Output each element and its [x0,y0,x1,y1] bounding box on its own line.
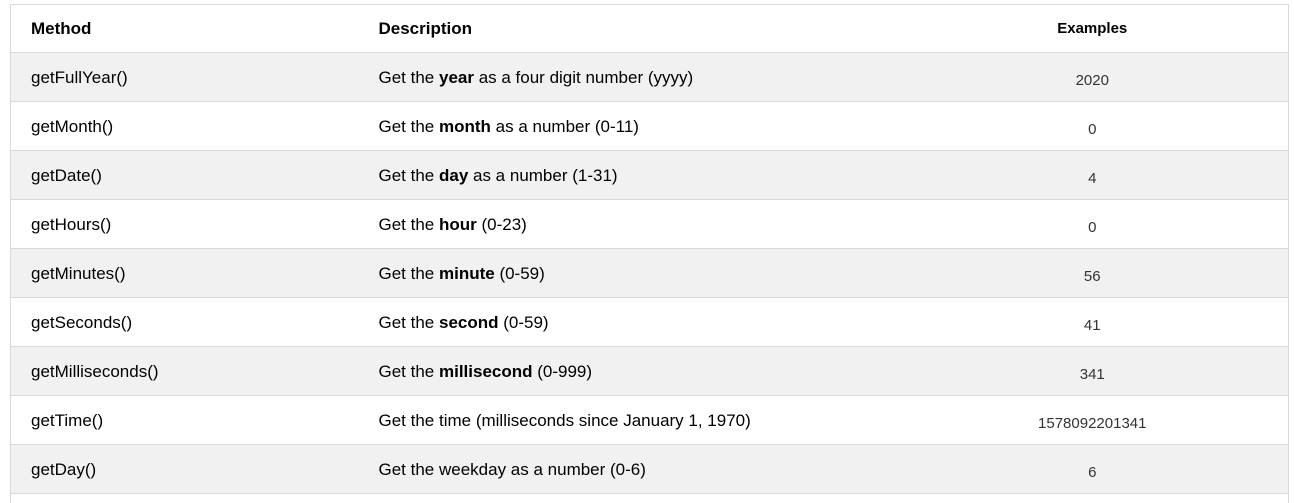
example-value: 0 [1088,218,1097,236]
description-cell: Get the day as a number (1-31) [358,150,897,200]
description-bold-term: month [438,116,491,136]
description-text: (0-59) [498,312,549,332]
description-text: as a number (0-11) [490,116,639,136]
table-row: getSeconds() Get the second (0-59) 41 [10,297,1289,347]
method-cell: getMilliseconds() [10,346,359,396]
example-cell: 56 [896,248,1289,298]
description-cell: Get the hour (0-23) [358,199,897,249]
description-cell: Get the millisecond (0-999) [358,346,897,396]
description-cell [358,493,897,503]
description-cell: Get the minute (0-59) [358,248,897,298]
description-bold-term: year [438,67,474,87]
description-cell: Get the time (milliseconds since January… [358,395,897,445]
example-value: 341 [1079,365,1105,383]
example-cell: 2020 [896,52,1289,102]
table-row: getHours() Get the hour (0-23) 0 [10,199,1289,249]
table-row: getMilliseconds() Get the millisecond (0… [10,346,1289,396]
table-row: getDate() Get the day as a number (1-31)… [10,150,1289,200]
method-cell: getTime() [10,395,359,445]
example-cell: 0 [896,199,1289,249]
method-cell: getSeconds() [10,297,359,347]
example-cell: 1578092201341 [896,395,1289,445]
method-cell: getFullYear() [10,52,359,102]
description-bold-term: minute [438,263,495,283]
table-row: getTime() Get the time (milliseconds sin… [10,395,1289,445]
table-row: getDay() Get the weekday as a number (0-… [10,444,1289,494]
example-cell: 41 [896,297,1289,347]
example-value: 2020 [1075,71,1109,89]
example-value: 56 [1083,267,1101,285]
example-cell: 341 [896,346,1289,396]
description-cell: Get the year as a four digit number (yyy… [358,52,897,102]
table-row-partial [10,493,1289,503]
description-text: Get the time (milliseconds since January… [378,410,751,430]
table-header: Method Description Examples [10,4,1289,53]
column-header-description: Description [358,4,897,53]
description-bold-term: millisecond [438,361,533,381]
example-value: 41 [1083,316,1101,334]
table-body: getFullYear() Get the year as a four dig… [10,52,1289,503]
description-bold-term: second [438,312,499,332]
description-text: Get the [378,165,439,185]
description-cell: Get the weekday as a number (0-6) [358,444,897,494]
method-cell: getDate() [10,150,359,200]
description-text: Get the [378,67,439,87]
table-row: getMinutes() Get the minute (0-59) 56 [10,248,1289,298]
description-text: as a number (1-31) [468,165,618,185]
description-text: Get the weekday as a number (0-6) [378,459,646,479]
description-bold-term: day [438,165,469,185]
description-text: (0-999) [532,361,593,381]
method-cell: getDay() [10,444,359,494]
column-header-examples: Examples [896,4,1289,53]
description-bold-term: hour [438,214,477,234]
description-cell: Get the month as a number (0-11) [358,101,897,151]
description-cell: Get the second (0-59) [358,297,897,347]
date-methods-table-container: Method Description Examples getFullYear(… [10,4,1289,503]
description-text: (0-59) [494,263,545,283]
example-value: 0 [1088,120,1097,138]
method-cell: getMonth() [10,101,359,151]
date-methods-table: Method Description Examples getFullYear(… [10,4,1289,503]
method-cell: getHours() [10,199,359,249]
method-cell: getMinutes() [10,248,359,298]
example-cell [896,493,1289,503]
description-text: Get the [378,263,439,283]
example-cell: 6 [896,444,1289,494]
table-row: getMonth() Get the month as a number (0-… [10,101,1289,151]
example-value: 6 [1088,463,1097,481]
example-cell: 0 [896,101,1289,151]
method-cell [10,493,359,503]
description-text: Get the [378,116,439,136]
example-value: 1578092201341 [1038,414,1147,432]
description-text: (0-23) [476,214,527,234]
description-text: as a four digit number (yyyy) [473,67,694,87]
header-row: Method Description Examples [10,4,1289,53]
description-text: Get the [378,214,439,234]
column-header-method: Method [10,4,359,53]
description-text: Get the [378,312,439,332]
table-row: getFullYear() Get the year as a four dig… [10,52,1289,102]
example-cell: 4 [896,150,1289,200]
description-text: Get the [378,361,439,381]
example-value: 4 [1088,169,1097,187]
